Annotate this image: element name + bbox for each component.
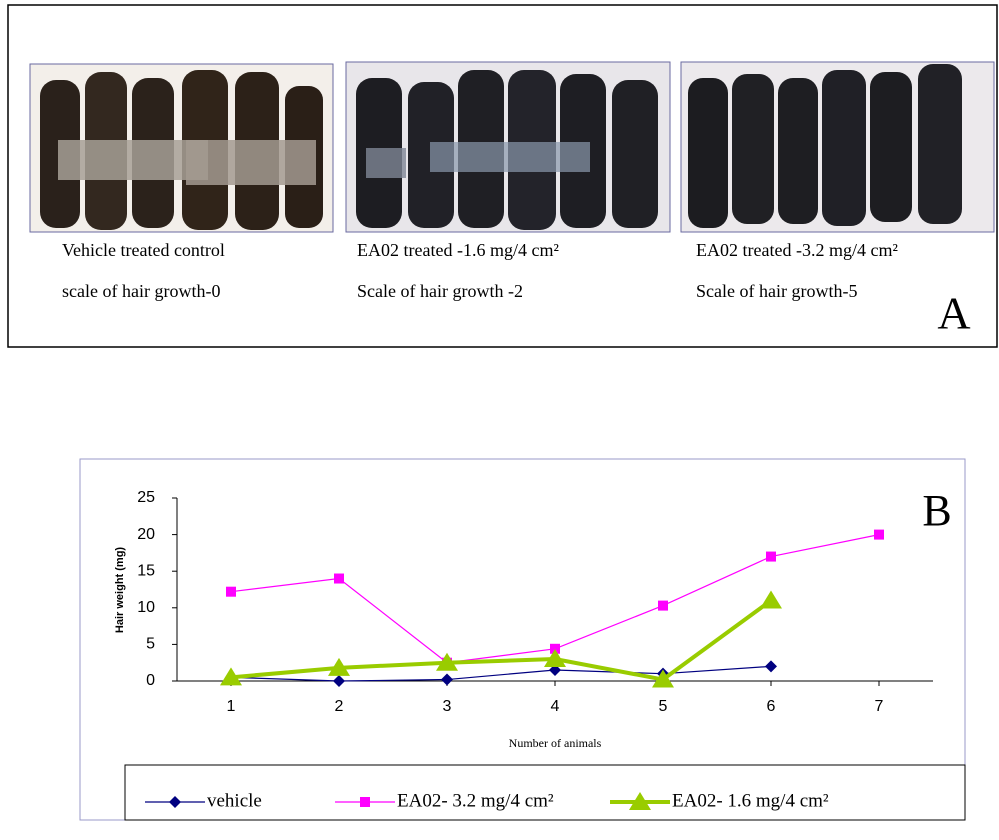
- y-tick-label: 0: [146, 672, 155, 689]
- y-tick-label: 20: [137, 526, 155, 543]
- legend-label: EA02- 3.2 mg/4 cm²: [397, 790, 554, 811]
- y-tick-label: 10: [137, 599, 155, 616]
- x-tick-label: 2: [335, 698, 344, 715]
- caption: Vehicle treated control: [62, 240, 225, 260]
- photo: [681, 62, 994, 232]
- series-line: [231, 600, 771, 679]
- panel-label: B: [922, 486, 951, 535]
- legend: vehicle EA02- 3.2 mg/4 cm² EA02- 1.6 mg/4 …: [145, 790, 829, 811]
- photo: [30, 64, 333, 232]
- marker: [760, 590, 782, 608]
- marker: [226, 587, 236, 597]
- marker: [874, 530, 884, 540]
- marker: [658, 601, 668, 611]
- caption: scale of hair growth-0: [62, 281, 220, 301]
- marker: [441, 674, 453, 686]
- x-tick-label: 5: [659, 698, 668, 715]
- marker: [766, 552, 776, 562]
- plot: 0 5 10 15 20 25 1 2 3 4 5 6 7: [137, 489, 933, 715]
- photo: [346, 62, 670, 232]
- x-tick-label: 4: [551, 698, 560, 715]
- figure: Vehicle treated control scale of hair gr…: [0, 0, 999, 840]
- y-tick-label: 15: [137, 562, 155, 579]
- caption: EA02 treated -1.6 mg/4 cm²: [357, 240, 559, 260]
- x-tick-label: 3: [443, 698, 452, 715]
- x-tick-label: 7: [875, 698, 884, 715]
- y-axis-label: Hair weight (mg): [114, 547, 126, 634]
- marker: [765, 660, 777, 672]
- marker: [360, 797, 370, 807]
- caption: Scale of hair growth -2: [357, 281, 523, 301]
- legend-label: vehicle: [207, 790, 262, 811]
- x-axis-label: Number of animals: [509, 736, 602, 750]
- y-tick-label: 5: [146, 636, 155, 653]
- panel-label: A: [937, 288, 970, 339]
- x-tick-label: 1: [227, 698, 236, 715]
- marker: [334, 574, 344, 584]
- legend-label: EA02- 1.6 mg/4 cm²: [672, 790, 829, 811]
- caption: EA02 treated -3.2 mg/4 cm²: [696, 240, 898, 260]
- y-tick-label: 25: [137, 489, 155, 506]
- marker: [333, 675, 345, 687]
- series-line: [231, 535, 879, 663]
- x-tick-label: 6: [767, 698, 776, 715]
- caption: Scale of hair growth-5: [696, 281, 857, 301]
